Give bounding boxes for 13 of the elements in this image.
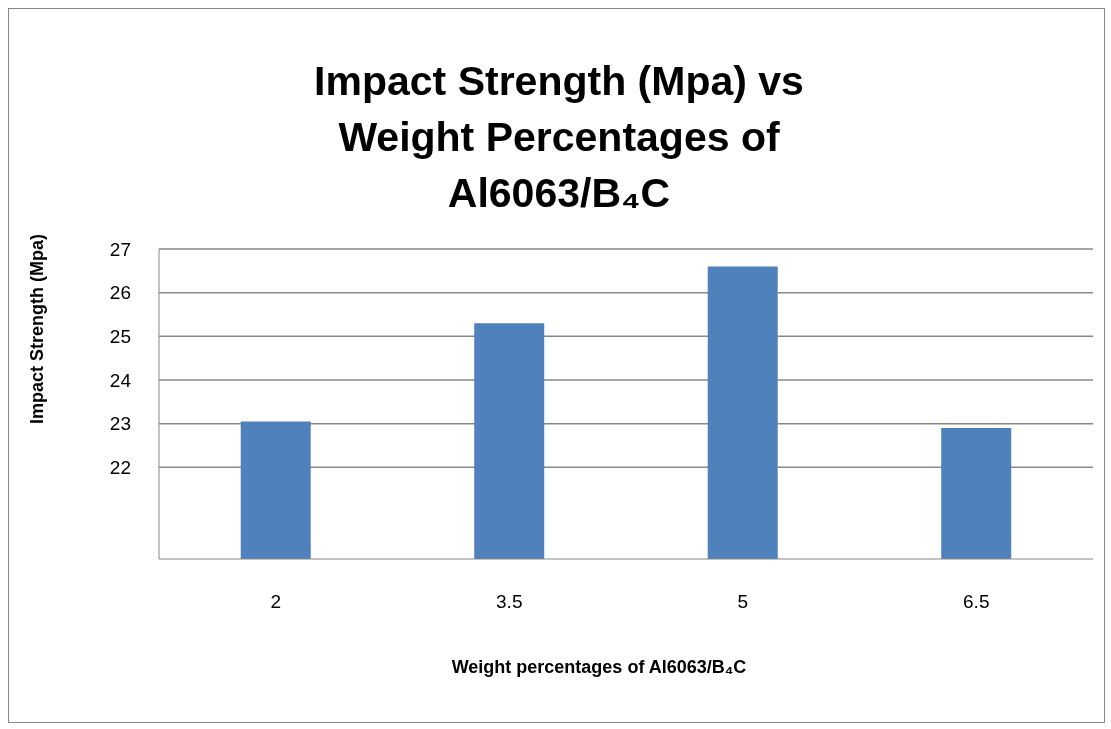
x-tick-label: 5 — [737, 591, 749, 613]
x-tick-label: 2 — [270, 591, 282, 613]
x-axis-title: Weight percentages of Al6063/B₄C — [450, 657, 748, 678]
y-tick-label: 25 — [109, 326, 131, 348]
y-tick-label: 24 — [109, 369, 132, 391]
chart-title: Impact Strength (Mpa) vs Weight Percentages of Al6063/B₄C — [313, 57, 805, 218]
x-tick-label: 3.5 — [496, 591, 523, 613]
y-axis-title: Impact Strength (Mpa) — [26, 233, 48, 425]
y-tick-label: 26 — [109, 282, 131, 304]
y-tick-label: 23 — [109, 413, 131, 435]
y-tick-label: 27 — [109, 238, 131, 260]
x-tick-label: 6.5 — [963, 591, 990, 613]
y-tick-label: 22 — [109, 457, 131, 479]
